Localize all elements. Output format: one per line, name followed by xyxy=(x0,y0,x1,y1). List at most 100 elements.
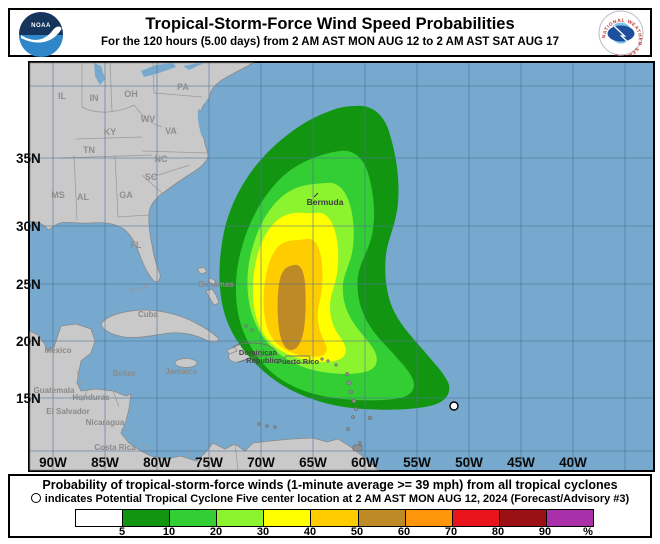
colorbar-label: 10 xyxy=(162,526,176,538)
legend-panel: Probability of tropical-storm-force wind… xyxy=(8,474,652,538)
colorbar-label: 5 xyxy=(118,526,126,538)
grid-lines xyxy=(30,63,653,470)
lat-label: 20N xyxy=(16,334,41,349)
state-label: FL xyxy=(131,240,142,250)
lat-label: 35N xyxy=(16,151,41,166)
colorbar-label: 30 xyxy=(256,526,270,538)
colorbar-seg-5 xyxy=(123,510,171,526)
colorbar-seg-90 xyxy=(546,510,594,526)
state-label: MS xyxy=(51,190,65,200)
probability-contours xyxy=(219,105,450,410)
lat-label: 30N xyxy=(16,219,41,234)
state-label: OH xyxy=(124,89,138,99)
nws-logo: NATIONAL WEATHER SERVICE xyxy=(598,10,644,56)
page-title: Tropical-Storm-Force Wind Speed Probabil… xyxy=(145,15,515,33)
lakes-and-bays xyxy=(94,63,211,137)
lon-label: 85W xyxy=(91,455,119,470)
colorbar-seg-70 xyxy=(452,510,500,526)
header: NOAA Tropical-Storm-Force Wind Speed Pro… xyxy=(8,8,652,57)
colorbar-label: 60 xyxy=(397,526,411,538)
place-label-bahamas: Bahamas xyxy=(198,280,234,289)
noaa-logo-text: NOAA xyxy=(31,23,51,29)
colorbar-seg-20 xyxy=(217,510,265,526)
colorbar-label: 40 xyxy=(303,526,317,538)
state-label: VA xyxy=(165,126,177,136)
place-label-jamaica: Jamaica xyxy=(165,367,197,376)
lat-label: 15N xyxy=(16,391,41,406)
land-central-south-america xyxy=(29,323,380,471)
lon-label: 75W xyxy=(195,455,223,470)
legend-line1: Probability of tropical-storm-force wind… xyxy=(42,478,618,492)
colorbar-seg-30 xyxy=(264,510,312,526)
storm-center-marker-icon xyxy=(449,401,459,411)
colorbar-seg-lt5 xyxy=(76,510,124,526)
place-label-costa-rica: Costa Rica xyxy=(94,443,136,452)
lon-label: 65W xyxy=(299,455,327,470)
state-label: IN xyxy=(90,93,99,103)
state-label: WV xyxy=(141,114,156,124)
colorbar-seg-50 xyxy=(358,510,406,526)
lake-ontario xyxy=(183,63,204,70)
place-label-guatemala: Guatemala xyxy=(34,386,75,395)
lesser-antilles-islands xyxy=(244,324,373,452)
land-jamaica xyxy=(174,358,198,368)
state-label: TN xyxy=(83,145,95,155)
noaa-bird-icon xyxy=(21,26,62,43)
land-north-america xyxy=(29,62,255,283)
colorbar-seg-60 xyxy=(405,510,453,526)
state-labels: IL IN OH PA WV VA KY TN NC SC MS AL GA F… xyxy=(51,82,189,250)
land-cuba xyxy=(100,309,219,343)
colorbar-label: 90 xyxy=(538,526,552,538)
place-label-mexico: Mexico xyxy=(44,346,71,355)
latitude-labels: 35N 30N 25N 20N 15N xyxy=(16,151,41,406)
place-label-dominican-2: Republic xyxy=(246,356,278,365)
colorbar-label: 70 xyxy=(444,526,458,538)
probability-colorbar xyxy=(75,509,594,527)
place-label-el-salvador: El Salvador xyxy=(46,407,90,416)
bermuda-tick-icon xyxy=(313,192,319,198)
lake-erie xyxy=(141,63,176,77)
lake-michigan xyxy=(94,63,105,85)
noaa-logo: NOAA xyxy=(19,12,63,57)
colorbar-seg-80 xyxy=(499,510,547,526)
state-label: PA xyxy=(177,82,189,92)
state-label: AL xyxy=(77,192,89,202)
lon-label: 90W xyxy=(39,455,67,470)
colorbar-seg-40 xyxy=(311,510,359,526)
legend-line2-text: indicates Potential Tropical Cyclone Fiv… xyxy=(44,493,630,505)
lon-label: 60W xyxy=(351,455,379,470)
colorbar-label: 20 xyxy=(209,526,223,538)
open-circle-icon xyxy=(30,493,41,503)
colorbar-label: % xyxy=(583,526,593,538)
island-outlines-over-contours xyxy=(232,342,311,364)
place-label-belize: Belize xyxy=(112,369,136,378)
lon-label: 80W xyxy=(143,455,171,470)
lon-label: 70W xyxy=(247,455,275,470)
place-label-dominican-1: Dominican xyxy=(239,348,278,357)
state-label: NC xyxy=(155,154,168,164)
place-label-cuba: Cuba xyxy=(138,310,159,319)
chesapeake-bay xyxy=(197,109,206,137)
legend-line2: indicates Potential Tropical Cyclone Fiv… xyxy=(10,493,650,505)
map-panel: IL IN OH PA WV VA KY TN NC SC MS AL GA F… xyxy=(16,61,655,472)
colorbar-label: 80 xyxy=(491,526,505,538)
land-haiti-peninsula xyxy=(226,346,238,355)
state-label: GA xyxy=(119,190,133,200)
lon-label: 55W xyxy=(403,455,431,470)
land-florida-keys xyxy=(129,284,148,292)
state-label: KY xyxy=(104,127,117,137)
state-label: SC xyxy=(145,172,158,182)
place-labels: Bermuda Bahamas Cuba Mexico Belize Guate… xyxy=(34,197,344,452)
state-label: IL xyxy=(58,91,67,101)
colorbar-labels: 5 10 20 30 40 50 60 70 80 90 % xyxy=(75,526,605,538)
contour-band-50pct xyxy=(277,264,306,351)
lat-label: 25N xyxy=(16,277,41,292)
map-canvas: IL IN OH PA WV VA KY TN NC SC MS AL GA F… xyxy=(16,62,653,471)
place-label-honduras: Honduras xyxy=(72,393,110,402)
place-label-puerto-rico: Puerto Rico xyxy=(277,357,320,366)
place-label-bermuda: Bermuda xyxy=(307,197,344,207)
colorbar-label: 50 xyxy=(350,526,364,538)
lon-label: 45W xyxy=(507,455,535,470)
lon-label: 40W xyxy=(559,455,587,470)
